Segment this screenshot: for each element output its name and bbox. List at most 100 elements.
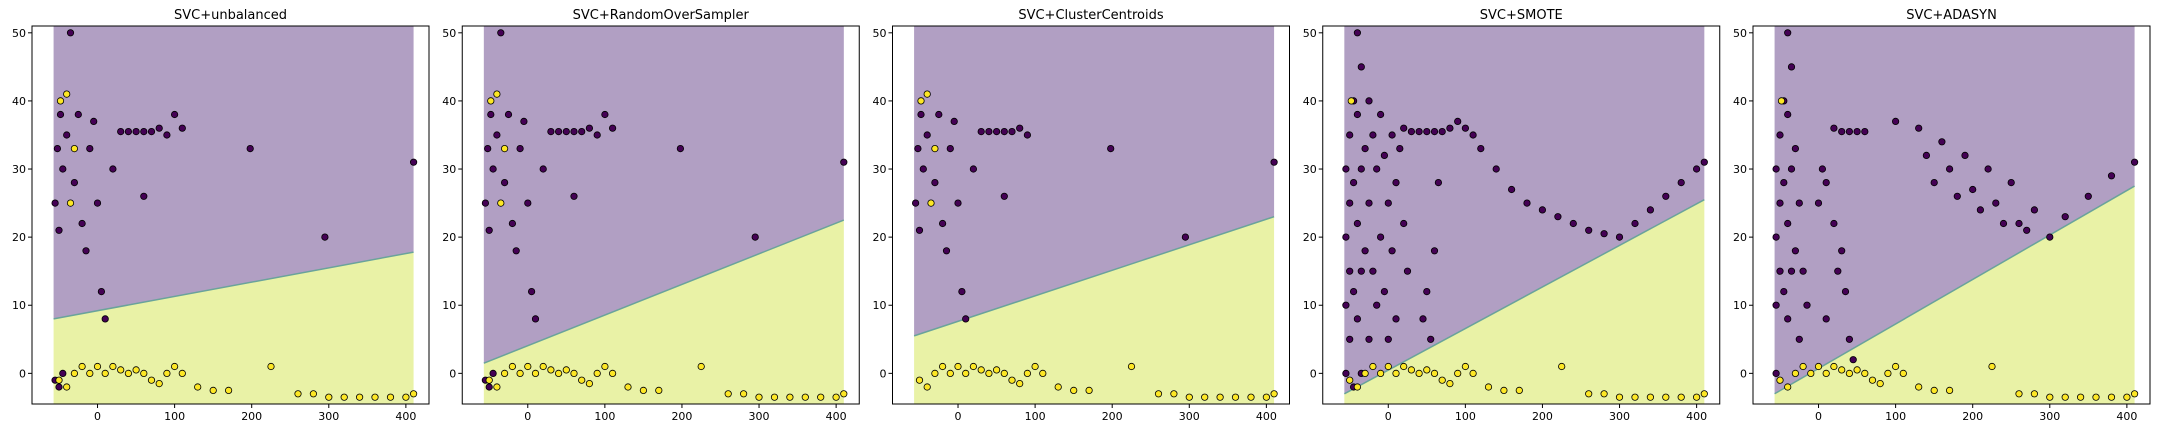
point-class-1 <box>832 393 840 401</box>
point-class-0 <box>915 226 924 234</box>
point-class-0 <box>1585 226 1593 234</box>
point-class-0 <box>489 369 497 377</box>
point-class-1 <box>2077 393 2085 401</box>
point-class-0 <box>1822 315 1830 323</box>
point-class-1 <box>938 362 947 371</box>
point-class-0 <box>1342 233 1350 241</box>
decision-boundary-line <box>913 215 1275 337</box>
point-class-1 <box>1946 386 1954 394</box>
point-class-0 <box>493 131 501 139</box>
point-class-1 <box>724 390 732 398</box>
point-class-1 <box>801 393 809 401</box>
x-tick-label: 200 <box>241 410 262 423</box>
point-class-0 <box>1346 131 1354 139</box>
point-class-0 <box>1419 315 1427 323</box>
point-class-0 <box>55 226 63 234</box>
point-class-1 <box>992 366 1001 374</box>
region-class-0 <box>483 26 844 364</box>
point-class-1 <box>917 97 925 105</box>
point-class-1 <box>487 97 495 105</box>
point-class-1 <box>1693 393 1701 401</box>
subplot-3: 0 100 200 300 400 0 10 20 30 40 50 SVC+ClusterCentr… <box>873 8 1290 423</box>
x-tick-label: 400 <box>395 410 416 423</box>
point-class-1 <box>1899 369 1907 377</box>
point-class-1 <box>1558 362 1566 371</box>
point-class-0 <box>132 128 140 136</box>
point-class-1 <box>655 386 663 394</box>
point-class-1 <box>500 369 509 377</box>
point-class-0 <box>539 165 547 173</box>
point-class-1 <box>1247 393 1255 401</box>
point-class-1 <box>1884 369 1892 377</box>
decision-regions <box>1774 26 2135 404</box>
x-tick-label: 200 <box>671 410 692 423</box>
point-class-0 <box>1693 165 1701 173</box>
subplot-5: 0 100 200 300 400 0 10 20 30 40 50 SVC+ADASYN <box>1733 8 2151 423</box>
point-class-0 <box>63 131 71 139</box>
point-class-1 <box>493 90 501 98</box>
point-class-0 <box>1861 128 1869 136</box>
point-class-0 <box>1384 199 1392 207</box>
point-class-1 <box>155 379 163 388</box>
point-class-1 <box>578 376 586 384</box>
point-class-1 <box>969 362 978 371</box>
point-class-0 <box>178 124 186 132</box>
subplot-2: 0 100 200 300 400 0 10 20 30 40 50 SVC+RandomOverSa… <box>442 8 860 423</box>
point-class-1 <box>2046 393 2054 401</box>
point-class-1 <box>1031 362 1039 371</box>
point-class-0 <box>1392 315 1400 323</box>
point-class-1 <box>585 379 594 388</box>
y-tick-label: 40 <box>442 95 456 108</box>
point-class-1 <box>639 386 648 394</box>
point-class-0 <box>485 226 493 234</box>
point-class-0 <box>1270 158 1278 166</box>
x-tick-label: 100 <box>1025 410 1046 423</box>
point-class-0 <box>1787 63 1796 71</box>
point-class-0 <box>1181 233 1190 241</box>
point-class-0 <box>321 233 329 241</box>
point-class-1 <box>1868 376 1877 384</box>
region-class-1 <box>483 220 844 404</box>
point-class-1 <box>1915 383 1923 391</box>
y-tick-label: 50 <box>12 27 26 40</box>
point-class-0 <box>1631 219 1639 228</box>
point-class-1 <box>1353 383 1362 391</box>
point-class-0 <box>962 315 970 323</box>
point-class-0 <box>101 315 109 323</box>
point-class-0 <box>958 287 966 296</box>
point-class-0 <box>1787 267 1796 275</box>
point-class-1 <box>294 390 302 398</box>
point-class-0 <box>1373 301 1381 309</box>
point-class-1 <box>962 369 970 377</box>
point-class-1 <box>1392 369 1400 377</box>
point-class-0 <box>751 233 759 241</box>
point-class-0 <box>840 158 848 166</box>
point-class-0 <box>1554 213 1562 221</box>
point-class-1 <box>1600 390 1608 398</box>
point-class-0 <box>1799 267 1807 275</box>
point-class-0 <box>1350 179 1358 187</box>
point-class-0 <box>923 131 931 139</box>
point-class-1 <box>1500 386 1508 394</box>
subplot-title: SVC+ADASYN <box>1906 8 1997 23</box>
x-tick-label: 300 <box>2039 410 2060 423</box>
point-class-1 <box>1262 393 1271 401</box>
point-class-0 <box>676 145 685 153</box>
point-class-0 <box>608 124 617 132</box>
point-class-1 <box>1838 366 1846 374</box>
point-class-0 <box>554 128 563 136</box>
point-class-1 <box>1853 366 1861 374</box>
y-tick-label: 20 <box>873 231 887 244</box>
point-class-0 <box>1976 206 1985 214</box>
subplot-title: SVC+unbalanced <box>174 8 287 23</box>
point-class-1 <box>1070 386 1078 394</box>
point-class-0 <box>1772 165 1780 173</box>
point-class-0 <box>1346 267 1354 275</box>
point-class-0 <box>1853 128 1861 136</box>
point-class-0 <box>1423 287 1431 296</box>
scatter-points <box>911 90 1278 401</box>
point-class-1 <box>1346 376 1354 384</box>
point-class-0 <box>508 219 517 228</box>
point-class-0 <box>1380 287 1389 296</box>
point-class-0 <box>1780 287 1788 296</box>
